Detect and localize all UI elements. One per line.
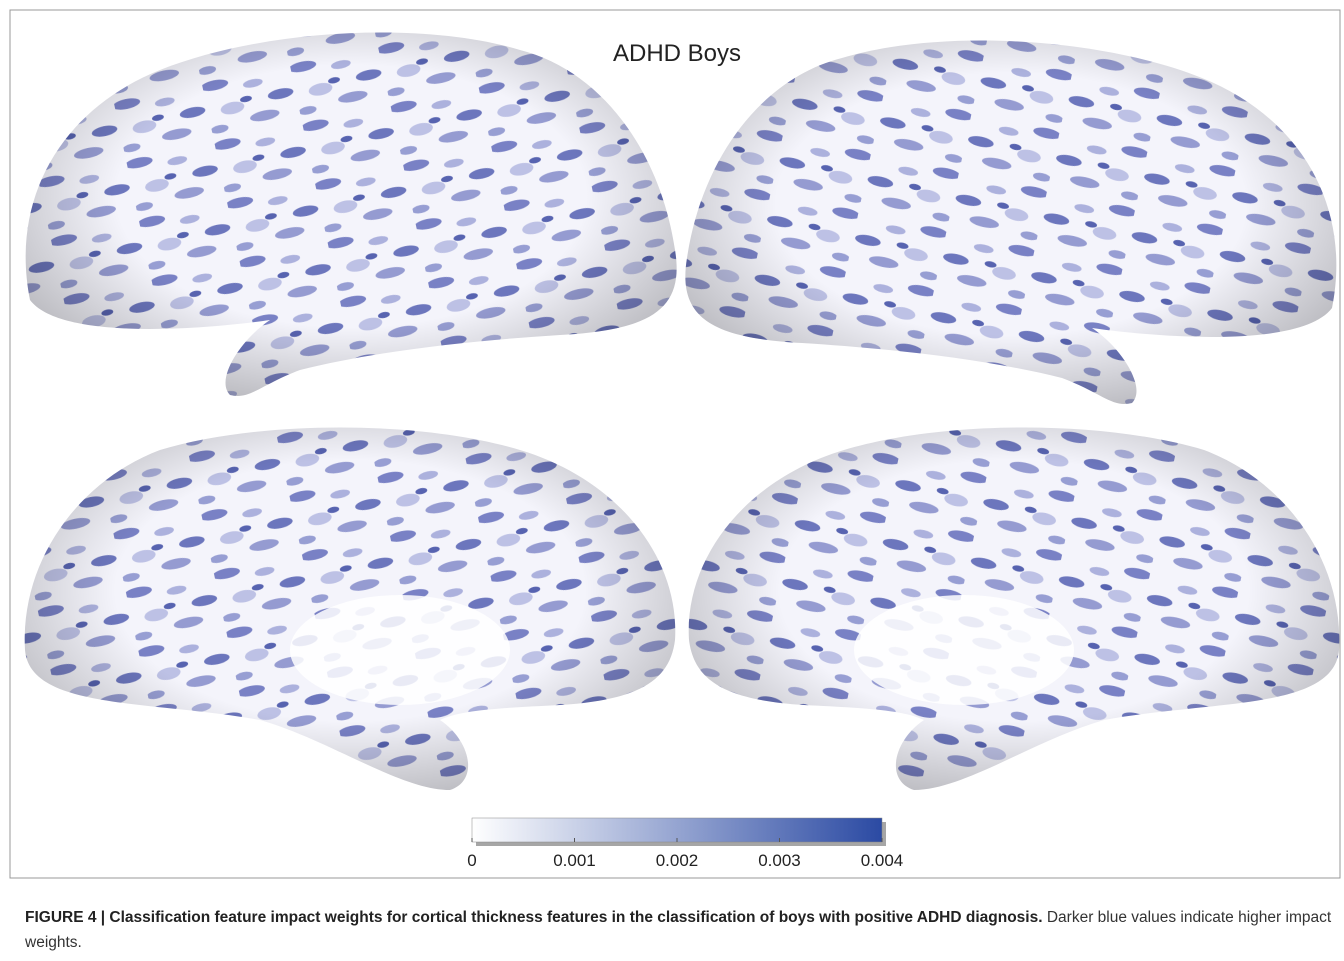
caption-label: FIGURE 4 | Classification feature impact… (25, 909, 1043, 926)
brain-medial-right (689, 428, 1340, 791)
brain-medial-left (25, 428, 676, 791)
colorbar-tick-label: 0.003 (758, 851, 801, 870)
colorbar-tick-label: 0.004 (861, 851, 904, 870)
brain-lateral-left (26, 33, 677, 396)
brain-lateral-right (685, 41, 1336, 404)
colorbar-tick-label: 0.002 (656, 851, 699, 870)
colorbar-tick-label: 0 (467, 851, 476, 870)
caption: FIGURE 4 | Classification feature impact… (25, 905, 1335, 955)
figure: ADHD Boys 0 0.001 0.002 0.003 0.004 (0, 0, 1344, 900)
colorbar-tick-label: 0.001 (553, 851, 596, 870)
page: ADHD Boys 0 0.001 0.002 0.003 0.004 FIGURE 4… (0, 0, 1344, 961)
figure-title: ADHD Boys (613, 40, 741, 67)
